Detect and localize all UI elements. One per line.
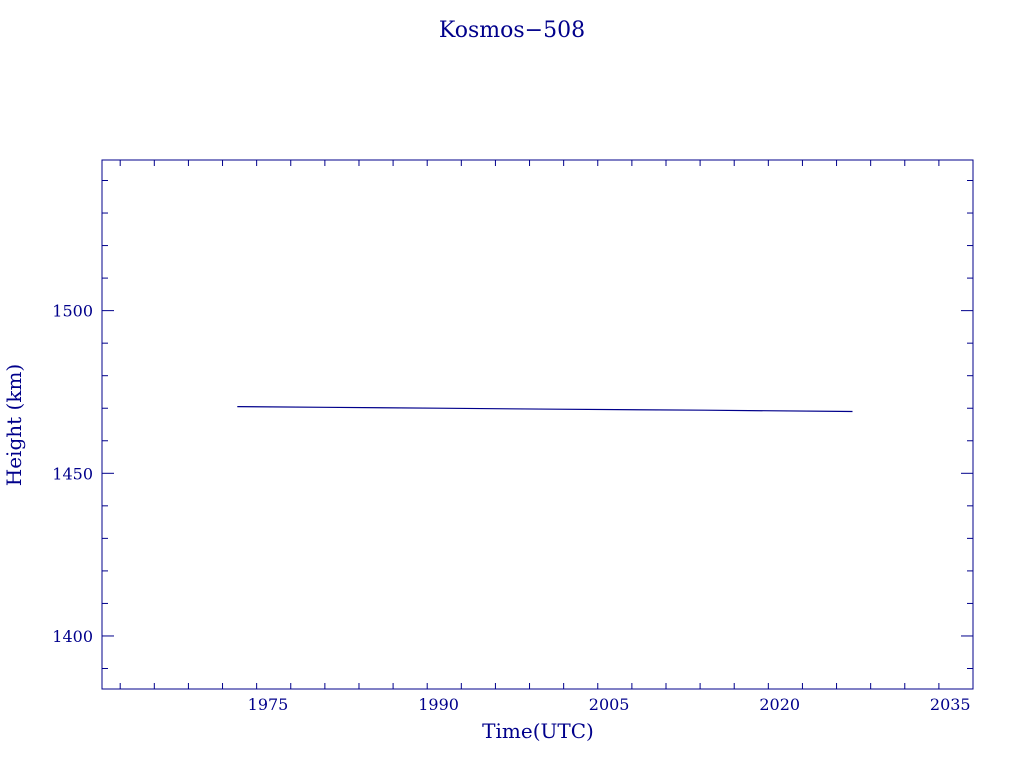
y-axis-label: Height (km) (2, 364, 26, 486)
y-tick-label: 1450 (52, 464, 93, 483)
chart-title: Kosmos−508 (439, 18, 585, 43)
series-group (237, 406, 853, 413)
y-tick-label: 1400 (52, 627, 93, 646)
x-tick-label: 1975 (248, 695, 289, 714)
x-tick-label: 2020 (759, 695, 800, 714)
x-tick-label: 2035 (930, 695, 971, 714)
tick-labels: 1975 1990 2005 2020 2035 1400 1450 1500 (52, 302, 970, 714)
series-line (237, 406, 853, 413)
x-axis-label: Time(UTC) (482, 719, 594, 743)
y-tick-label: 1500 (52, 302, 93, 321)
x-tick-label: 2005 (589, 695, 630, 714)
x-tick-label: 1990 (418, 695, 459, 714)
tick-marks (102, 160, 974, 689)
plot-frame (101, 159, 974, 690)
